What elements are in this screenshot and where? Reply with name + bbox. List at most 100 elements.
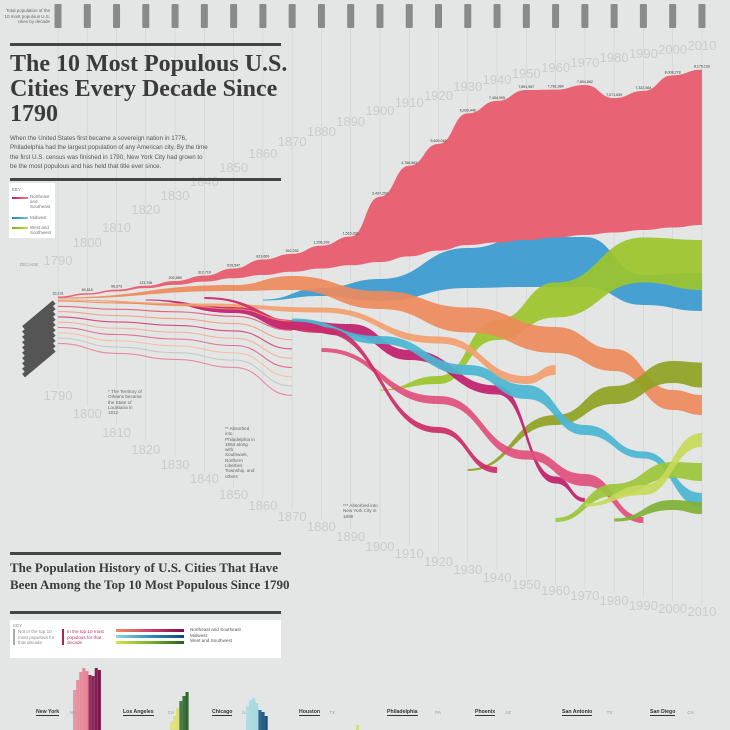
decade-label: DECADE (20, 262, 39, 267)
decade-label-upper: 1870 (278, 134, 307, 149)
midwest-swatch (12, 217, 28, 219)
city-name-tag (22, 311, 56, 341)
decade-label-upper: 1830 (161, 188, 190, 203)
total-population-tag (581, 4, 589, 28)
city-name-san-antonio: San Antonio (562, 709, 593, 716)
total-population-tag (200, 4, 208, 28)
data-label-new-york: 60,515 (82, 288, 93, 292)
total-population-tag (610, 4, 618, 28)
total-population-tag (317, 4, 325, 28)
data-label-new-york: 202,589 (169, 276, 182, 280)
city-state: AZ (505, 710, 512, 715)
city-state: IL (242, 710, 247, 715)
philadelphia-band (58, 276, 702, 415)
data-label-new-york: 123,706 (139, 281, 152, 285)
total-population-tag (639, 4, 647, 28)
population-history-bar (85, 671, 89, 730)
title-rule-top (10, 43, 281, 46)
population-history-bar (182, 696, 186, 730)
city-name-tag (22, 337, 56, 367)
decade-label-lower: 1940 (483, 570, 512, 585)
region-label: Midwest (190, 632, 207, 638)
decade-label-upper: 1880 (307, 124, 336, 139)
population-history-bar (94, 668, 98, 730)
early-city-line (57, 342, 293, 396)
page-title: The 10 Most Populous U.S. Cities Every D… (10, 51, 288, 127)
decade-label-upper: 1910 (395, 95, 424, 110)
key-title: KEY (13, 623, 23, 628)
city-name-philadelphia: Philadelphia (387, 709, 418, 716)
decade-label-upper: 1940 (483, 72, 512, 87)
total-population-tag (54, 4, 62, 28)
key-label: Northeast and Southeast (30, 194, 51, 209)
population-history-bar (173, 716, 177, 730)
early-city-line (57, 321, 293, 359)
decade-label-lower: 1980 (600, 593, 629, 608)
section2-rule-top (10, 552, 281, 555)
total-population-tag (171, 4, 179, 28)
section2-title: The Population History of U.S. Cities Th… (10, 560, 290, 592)
city-name-tag (22, 332, 56, 362)
data-label-new-york: 1,515,301 (343, 231, 359, 235)
los-angeles-band (379, 237, 702, 391)
city-state: NY (69, 710, 77, 715)
san-antonio-band (614, 500, 702, 522)
city-name-tag (22, 342, 56, 373)
city-name-los-angeles: Los Angeles (123, 709, 154, 716)
total-population-label: Total population of the 10 most populous… (4, 8, 50, 25)
decade-label-upper: 1900 (366, 103, 395, 118)
decade-label-upper: 1990 (629, 46, 658, 61)
population-history-bar (88, 675, 92, 730)
intro-text: When the United States first became a so… (10, 135, 208, 170)
decade-label-lower: 1920 (424, 554, 453, 569)
section2-key: KEY Not in the top 10 most populous for … (10, 620, 281, 658)
data-label-new-york: 942,292 (286, 249, 299, 253)
in-top-swatch (62, 629, 64, 645)
total-population-tag (464, 4, 472, 28)
key-label: West and Southwest (30, 225, 52, 235)
population-history-bar (255, 703, 259, 730)
population-history-bar (91, 676, 95, 730)
decade-label-lower: 1900 (366, 539, 395, 554)
population-history-bar (170, 722, 174, 730)
decade-label-lower: 1880 (307, 519, 336, 534)
decade-label-upper: 1930 (453, 79, 482, 94)
data-label-new-york: 813,669 (256, 255, 269, 259)
population-history-bar (246, 706, 250, 730)
early-city-line (57, 337, 293, 387)
west-gradient (116, 641, 184, 644)
total-population-tag (405, 4, 413, 28)
decade-label-upper: 1920 (424, 88, 453, 103)
region-key: KEY Northeast and Southeast Midwest West… (9, 183, 55, 238)
data-label-new-york: 4,766,883 (401, 161, 417, 165)
region-label: West and Southwest (190, 638, 233, 644)
city-name-tag (22, 316, 56, 346)
decade-label-lower: 1840 (190, 471, 219, 486)
early-city-line (57, 326, 293, 369)
new-york-band (58, 69, 702, 298)
data-label-new-york: 7,891,957 (518, 85, 534, 89)
population-history-bar (356, 725, 360, 730)
decade-label-lower: 1810 (102, 425, 131, 440)
decade-label-lower: 1820 (131, 442, 160, 457)
decade-label-upper: 1840 (190, 174, 219, 189)
decade-label-lower: 2010 (687, 604, 716, 619)
population-history-bar (176, 708, 180, 730)
city-name-phoenix: Phoenix (475, 709, 496, 716)
decade-label-lower: 1870 (278, 509, 307, 524)
decade-label-lower: 1990 (629, 598, 658, 613)
data-label-new-york: 312,710 (198, 271, 211, 275)
data-label-new-york: 8,008,278 (665, 70, 681, 74)
decade-label-upper: 1950 (512, 66, 541, 81)
data-label-new-york: 8,175,133 (694, 65, 710, 69)
total-population-tag (142, 4, 150, 28)
san-diego-band (584, 433, 702, 507)
total-population-tag (698, 4, 706, 28)
data-label-new-york: 33,131 (53, 292, 64, 296)
early-city-line (57, 332, 293, 378)
population-history-bar (79, 672, 83, 730)
decade-label-upper: 1980 (600, 50, 629, 65)
total-population-tag (288, 4, 296, 28)
new-orleans-band (204, 297, 498, 473)
decade-label-upper: 1960 (541, 60, 570, 75)
